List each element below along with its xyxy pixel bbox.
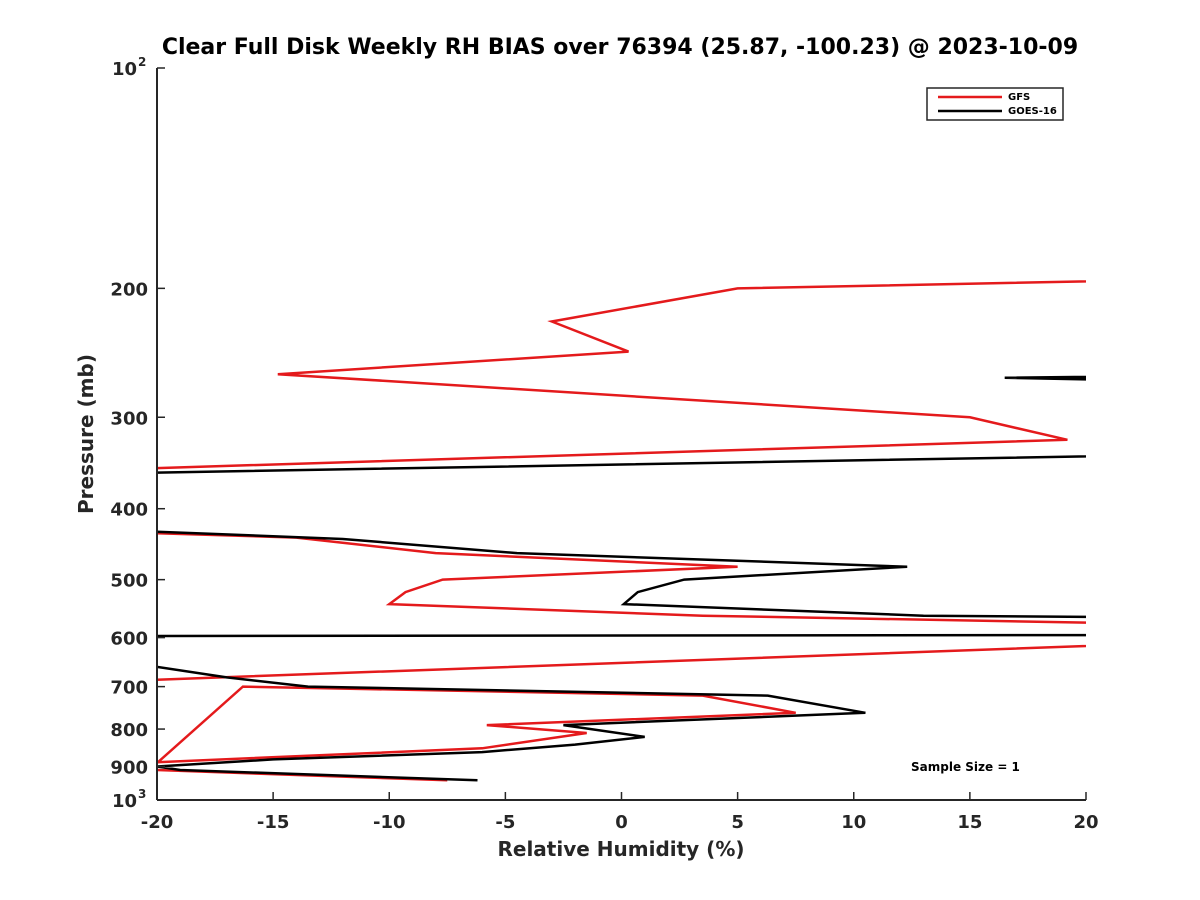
y-tick-label: 10 (112, 791, 137, 812)
x-tick-label: 5 (731, 812, 744, 833)
legend-box (926, 87, 1064, 121)
x-tick-label: 15 (957, 812, 982, 833)
axes (156, 68, 1086, 801)
chart-title: Clear Full Disk Weekly RH BIAS over 7639… (162, 35, 1078, 60)
legend-label-gfs: GFS (1008, 92, 1030, 103)
y-tick-label: 400 (110, 500, 148, 521)
y-tick-label: 700 (110, 678, 148, 699)
x-tick-label: -5 (495, 812, 515, 833)
x-tick-label: 20 (1073, 812, 1098, 833)
x-tick-label: -10 (373, 812, 406, 833)
series-layer (157, 280, 1086, 782)
x-tick-label: -20 (141, 812, 174, 833)
x-ticks: -20 -15 -10 -5 0 5 10 15 20 (141, 792, 1099, 833)
y-tick-label: 300 (110, 408, 148, 429)
y-tick-label: 500 (110, 571, 148, 592)
y-axis-label: Pressure (mb) (74, 354, 98, 514)
x-tick-label: -15 (257, 812, 290, 833)
x-tick-label: 10 (841, 812, 866, 833)
sample-size-annotation: Sample Size = 1 (911, 760, 1020, 774)
x-axis-label: Relative Humidity (%) (497, 837, 744, 861)
x-tick-label: 0 (615, 812, 628, 833)
y-tick-label: 10 (112, 59, 137, 80)
y-tick-label: 800 (110, 720, 148, 741)
y-tick-exponent: 2 (138, 55, 146, 69)
legend-label-goes16: GOES-16 (1008, 106, 1057, 117)
legend: GFS GOES-16 (926, 87, 1064, 121)
y-tick-exponent: 3 (138, 787, 146, 801)
y-tick-label: 900 (110, 758, 148, 779)
y-tick-label: 200 (110, 279, 148, 300)
series-line-goes-16 (157, 375, 1086, 782)
y-tick-label: 600 (110, 629, 148, 650)
series-line-gfs (157, 280, 1086, 782)
